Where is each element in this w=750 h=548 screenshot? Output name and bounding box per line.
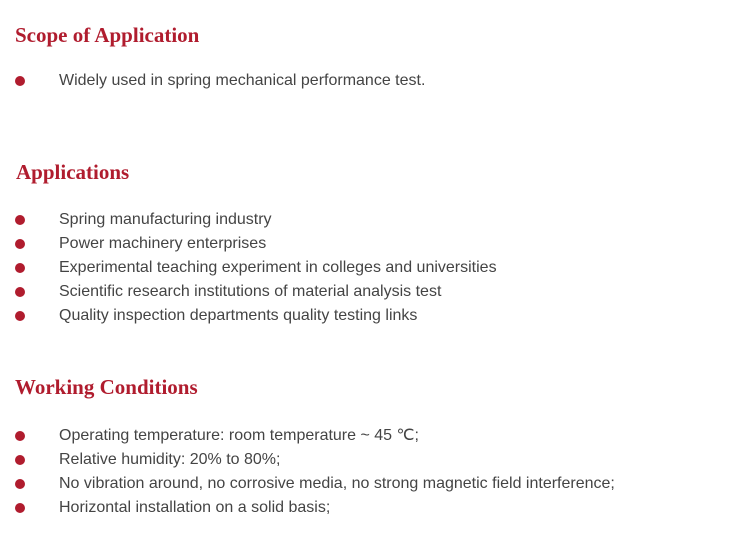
bullet-icon [15, 215, 25, 225]
list-item-text: Widely used in spring mechanical perform… [59, 72, 426, 89]
bullet-icon [15, 455, 25, 465]
bullet-icon [15, 239, 25, 249]
section-heading-applications: Applications [16, 160, 130, 184]
bullet-icon [15, 287, 25, 297]
list-item-text: Relative humidity: 20% to 80%; [59, 451, 281, 468]
bullet-icon [15, 263, 25, 273]
list-item-text: No vibration around, no corrosive media,… [59, 475, 615, 492]
section-heading-working-conditions: Working Conditions [15, 375, 198, 399]
list-item-text: Operating temperature: room temperature … [59, 427, 419, 444]
bullet-icon [15, 503, 25, 513]
bullet-icon [15, 479, 25, 489]
bullet-icon [15, 431, 25, 441]
list-item-text: Quality inspection departments quality t… [59, 307, 418, 324]
list-item-text: Scientific research institutions of mate… [59, 283, 442, 300]
list-item-text: Spring manufacturing industry [59, 211, 272, 228]
bullet-icon [15, 311, 25, 321]
bullet-icon [15, 76, 25, 86]
list-item-text: Experimental teaching experiment in coll… [59, 259, 497, 276]
list-item-text: Horizontal installation on a solid basis… [59, 499, 331, 516]
list-item-text: Power machinery enterprises [59, 235, 267, 252]
section-heading-scope: Scope of Application [15, 23, 200, 47]
